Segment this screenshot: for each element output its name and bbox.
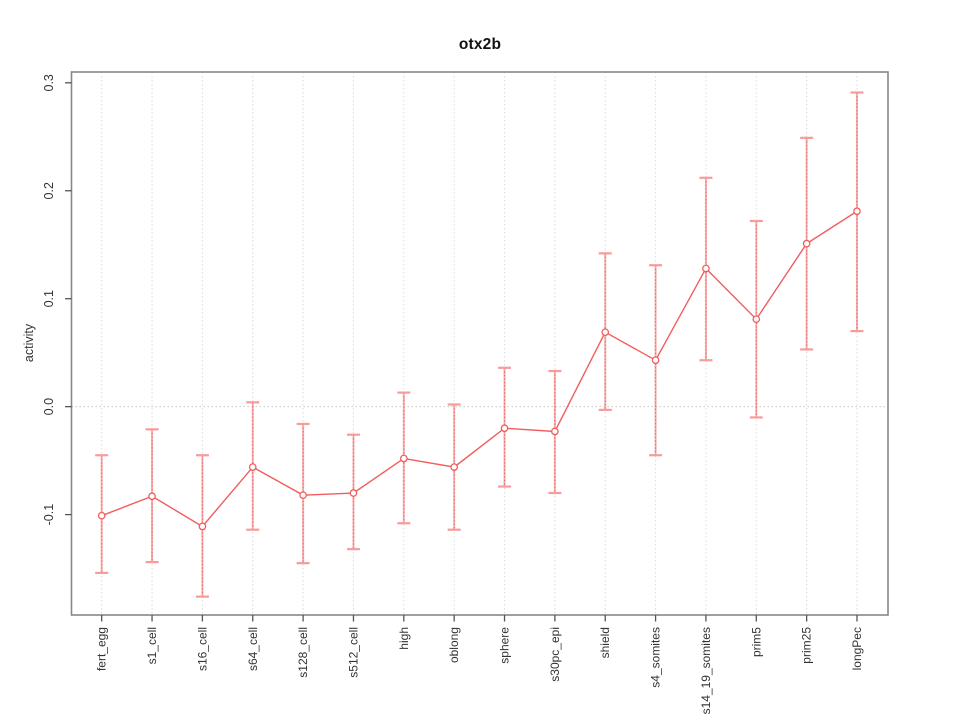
x-tick-label: sphere [498,627,512,664]
x-tick-label: s512_cell [346,627,360,678]
chart-title: otx2b [458,36,502,53]
x-tick-label: prim5 [749,627,763,657]
y-tick-label: 0.2 [42,182,56,199]
data-point [248,463,257,471]
x-tick-label: s16_cell [195,627,209,671]
data-point [551,427,559,436]
data-point [601,328,610,337]
x-tick-label: prim25 [800,627,814,664]
data-point [500,424,509,433]
data-point [853,207,861,216]
data-point [702,264,710,273]
x-tick-label: s4_somites [649,627,663,688]
x-tick-label: fert_egg [95,627,109,671]
series-line [101,210,858,528]
y-tick-label: 0.1 [42,290,56,307]
x-tick-label: s1_cell [145,627,159,664]
data-point [450,463,459,471]
x-tick-label: s128_cell [296,627,310,678]
x-tick-label: high [397,627,411,650]
data-point [802,239,811,248]
x-tick-label: oblong [447,627,461,663]
y-tick-label: 0.0 [42,398,56,415]
x-tick-label: s64_cell [246,627,260,671]
data-point [198,522,207,531]
x-tick-label: s30pc_epi [548,627,562,682]
x-tick-label: s14_19_somites [699,627,713,714]
data-point [97,511,106,520]
data-point [399,454,408,463]
x-tick-label: longPec [850,627,864,670]
x-tick-label: shield [598,627,612,658]
plot-border [70,71,889,616]
data-point [299,491,307,500]
data-point [349,489,358,497]
y-tick-label: 0.3 [42,74,56,91]
data-point [651,356,660,365]
data-point [148,492,156,501]
data-point [752,315,761,324]
y-tick-label: -0.1 [42,504,56,526]
